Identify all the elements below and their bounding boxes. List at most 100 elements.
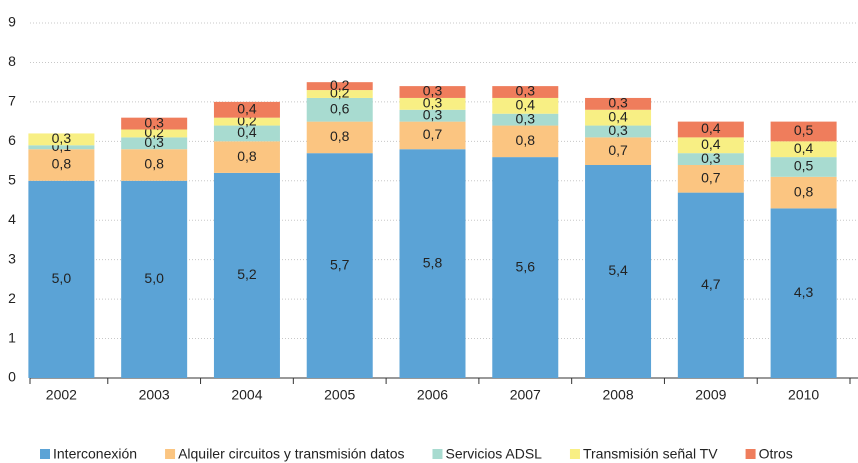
y-tick-label: 3 — [8, 250, 16, 266]
legend-swatch — [40, 449, 50, 459]
data-label: 0,3 — [701, 150, 721, 166]
data-label: 0,8 — [144, 156, 164, 172]
data-label: 0,4 — [237, 124, 257, 140]
data-label: 0,4 — [608, 108, 628, 124]
bar-segment — [121, 117, 188, 130]
bar-segment — [585, 137, 652, 165]
bar-segment — [492, 86, 559, 98]
bar-segment — [585, 97, 652, 110]
bar-segment — [121, 137, 188, 150]
data-label: 0,2 — [330, 77, 350, 93]
bar-segment — [121, 129, 188, 138]
data-label: 0,3 — [516, 83, 536, 99]
data-label: 0,3 — [423, 95, 443, 111]
data-label: 0,4 — [701, 136, 721, 152]
x-tick-label: 2003 — [139, 387, 170, 403]
bar-segment — [492, 113, 559, 126]
data-label: 0,3 — [608, 122, 628, 138]
data-label: 0,3 — [144, 134, 164, 150]
data-label: 0,6 — [330, 100, 350, 116]
y-tick-label: 5 — [8, 171, 16, 187]
y-tick-label: 4 — [8, 211, 16, 227]
y-tick-label: 7 — [8, 93, 16, 109]
data-label: 0,5 — [794, 122, 814, 138]
data-label: 0,7 — [608, 142, 628, 158]
bar-segment — [677, 137, 744, 154]
bar-segment — [28, 133, 95, 146]
bar-segment — [306, 153, 373, 378]
data-label: 0,4 — [237, 100, 257, 116]
data-label: 0,8 — [330, 128, 350, 144]
data-label: 5,0 — [52, 270, 72, 286]
data-label: 5,8 — [423, 254, 443, 270]
bar-segment — [492, 125, 559, 158]
data-label: 5,6 — [516, 258, 536, 274]
y-tick-label: 9 — [8, 14, 16, 30]
legend-swatch — [745, 449, 756, 459]
bar-segment — [677, 165, 744, 193]
data-label: 0,4 — [701, 120, 721, 136]
x-tick-label: 2005 — [324, 387, 355, 403]
data-label: 0,3 — [52, 130, 72, 146]
data-label: 0,3 — [423, 106, 443, 122]
y-tick-label: 2 — [8, 290, 16, 306]
legend-label: Servicios ADSL — [445, 446, 542, 462]
bar-segment — [213, 125, 280, 142]
bar-segment — [399, 86, 466, 98]
bar-segment — [492, 157, 559, 378]
bar-segment — [213, 101, 280, 118]
data-label: 5,2 — [237, 266, 257, 282]
bar-segment — [677, 121, 744, 138]
bar-segment — [28, 145, 95, 150]
x-tick-label: 2007 — [510, 387, 541, 403]
x-tick-label: 2002 — [46, 387, 77, 403]
data-label: 5,4 — [608, 262, 628, 278]
data-label: 4,7 — [701, 276, 721, 292]
bar-segment — [306, 121, 373, 154]
bar-segment — [399, 109, 466, 122]
legend-label: Otros — [759, 446, 793, 462]
x-tick-label: 2009 — [695, 387, 726, 403]
bar-segment — [399, 97, 466, 110]
legend-swatch — [432, 449, 443, 459]
data-label: 0,4 — [516, 97, 536, 113]
data-label: 4,3 — [794, 284, 814, 300]
data-label: 0,3 — [144, 114, 164, 130]
data-label: 0,8 — [52, 156, 72, 172]
bar-segment — [770, 208, 837, 378]
data-label: 0,3 — [608, 95, 628, 111]
bar-segment — [306, 82, 373, 91]
bar-segment — [28, 180, 95, 378]
bar-segment — [121, 180, 188, 378]
bar-segment — [677, 153, 744, 165]
data-label: 0,3 — [516, 110, 536, 126]
bar-segment — [399, 121, 466, 150]
legend-swatch — [569, 449, 580, 459]
legend-swatch — [165, 449, 176, 459]
legend-label: Alquiler circuitos y transmisión datos — [178, 446, 404, 462]
bar-segment — [306, 97, 373, 122]
bar-segment — [121, 149, 188, 181]
data-label: 0,5 — [794, 158, 814, 174]
legend-label: Transmisión señal TV — [583, 446, 718, 462]
data-label: 0,7 — [423, 126, 443, 142]
bar-segment — [492, 97, 559, 114]
bar-segment — [213, 117, 280, 126]
bar-segment — [213, 172, 280, 378]
bar-segment — [399, 149, 466, 378]
data-label: 5,7 — [330, 256, 350, 272]
x-tick-label: 2010 — [788, 387, 819, 403]
bar-segment — [770, 121, 837, 142]
data-label: 0,7 — [701, 170, 721, 186]
legend-label: Interconexión — [53, 446, 137, 462]
y-tick-label: 8 — [8, 53, 16, 69]
data-label: 0,8 — [237, 148, 257, 164]
bar-segment — [585, 109, 652, 126]
x-tick-label: 2004 — [231, 387, 262, 403]
data-label: 0,4 — [794, 140, 814, 156]
bar-segment — [585, 125, 652, 138]
y-tick-label: 0 — [8, 369, 16, 385]
y-tick-label: 1 — [8, 329, 16, 345]
data-label: 5,0 — [144, 270, 164, 286]
